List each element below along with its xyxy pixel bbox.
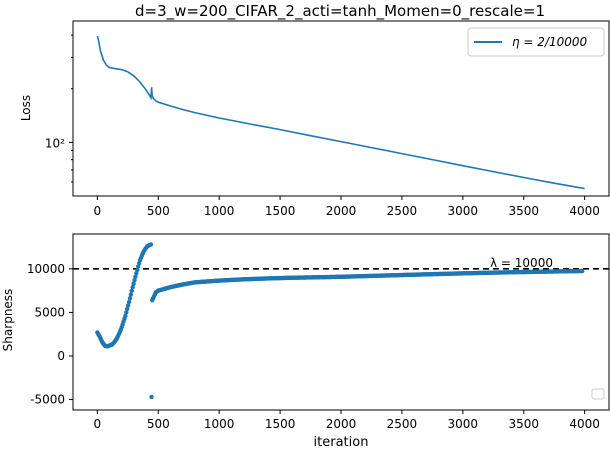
sharpness-x-tick-label: 1000 <box>204 417 235 431</box>
chart-title: d=3_w=200_CIFAR_2_acti=tanh_Momen=0_resc… <box>135 2 545 21</box>
loss-x-tick-label: 500 <box>147 204 170 218</box>
sharpness-point <box>132 277 137 283</box>
sharpness-point <box>128 292 134 297</box>
sharpness-y-axis-label: Sharpness <box>1 289 15 352</box>
loss-x-tick-label: 3500 <box>508 204 539 218</box>
sharpness-outlier-point <box>149 394 154 400</box>
sharpness-point <box>127 296 133 301</box>
loss-series-line <box>96 35 585 190</box>
sharpness-point <box>126 299 132 305</box>
empty-legend-box <box>591 388 605 400</box>
loss-y-axis-label: Loss <box>19 95 33 121</box>
sharpness-y-tick-label: -5000 <box>30 393 65 407</box>
sharpness-y-tick-label: 5000 <box>34 305 65 319</box>
loss-x-tick-label: 3000 <box>448 204 479 218</box>
legend-box <box>467 27 605 57</box>
loss-panel: 0 500 1000 1500 2000 2500 3000 3500 4000 10² Los… <box>19 20 610 218</box>
sharpness-panel: 0 500 1000 1500 2000 2500 3000 3500 4000 -5000 0 5… <box>1 233 610 449</box>
sharpness-point <box>580 268 585 274</box>
loss-x-tick-label: 1500 <box>265 204 296 218</box>
sharpness-x-tick-label: 2500 <box>387 417 418 431</box>
sharpness-point <box>125 306 130 312</box>
loss-y-ticks: 10² <box>45 34 73 183</box>
sharpness-x-tick-label: 1500 <box>265 417 296 431</box>
sharpness-x-tick-label: 4000 <box>569 417 600 431</box>
loss-x-tick-label: 2500 <box>387 204 418 218</box>
sharpness-point <box>131 281 136 286</box>
legend-entry-label: η = 2/10000 <box>512 35 588 49</box>
sharpness-y-tick-label: 10000 <box>27 262 65 276</box>
sharpness-x-tick-label: 2000 <box>326 417 357 431</box>
legend: η = 2/10000 <box>467 27 605 57</box>
loss-x-tick-label: 1000 <box>204 204 235 218</box>
sharpness-point <box>130 284 135 290</box>
sharpness-point <box>123 313 128 319</box>
loss-y-tick-label: 10² <box>45 136 65 150</box>
loss-x-tick-label: 4000 <box>569 204 600 218</box>
sharpness-y-ticks: -5000 0 5000 10000 <box>27 262 73 407</box>
loss-x-tick-label: 2000 <box>326 204 357 218</box>
sharpness-series-points <box>95 242 585 400</box>
loss-x-tick-label: 0 <box>94 204 102 218</box>
x-axis-label: iteration <box>314 435 369 449</box>
sharpness-x-ticks: 0 500 1000 1500 2000 2500 3000 3500 4000 <box>94 410 600 431</box>
threshold-label: λ = 10000 <box>490 256 553 270</box>
sharpness-x-tick-label: 3500 <box>508 417 539 431</box>
sharpness-point <box>133 274 138 279</box>
sharpness-x-tick-label: 500 <box>147 417 170 431</box>
loss-x-ticks: 0 500 1000 1500 2000 2500 3000 3500 4000 <box>94 196 600 218</box>
sharpness-y-tick-label: 0 <box>57 349 65 363</box>
sharpness-point <box>124 310 129 315</box>
sharpness-point <box>125 303 131 308</box>
sharpness-point <box>148 242 154 247</box>
sharpness-x-tick-label: 3000 <box>448 417 479 431</box>
sharpness-x-tick-label: 0 <box>94 417 102 431</box>
sharpness-point <box>129 288 134 294</box>
